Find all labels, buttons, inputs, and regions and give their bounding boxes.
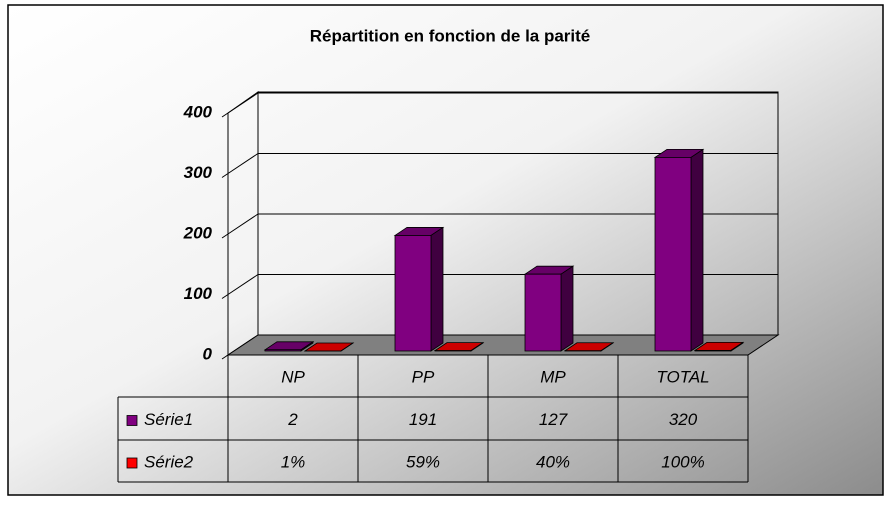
legend-label: Série2 xyxy=(144,452,194,471)
y-tick-label: 300 xyxy=(184,163,213,182)
bar-side xyxy=(431,227,443,351)
x-tick-label: PP xyxy=(412,367,435,386)
legend-label: Série1 xyxy=(144,410,193,429)
table-cell: 100% xyxy=(661,452,704,471)
table-cell: 127 xyxy=(539,410,568,429)
chart-frame xyxy=(8,5,883,495)
table-cell: 1% xyxy=(281,452,306,471)
bar xyxy=(265,350,301,351)
y-tick-label: 200 xyxy=(183,223,213,242)
table-cell: 2 xyxy=(287,410,298,429)
legend-swatch xyxy=(127,416,137,426)
x-tick-label: MP xyxy=(540,367,566,386)
bar xyxy=(525,274,561,351)
legend-swatch xyxy=(127,458,137,468)
bar-side xyxy=(561,266,573,351)
table-cell: 320 xyxy=(669,410,698,429)
table-cell: 191 xyxy=(409,410,437,429)
bar-side xyxy=(691,149,703,351)
x-tick-label: NP xyxy=(281,367,305,386)
bar xyxy=(695,350,731,351)
table-cell: 40% xyxy=(536,452,570,471)
y-tick-label: 0 xyxy=(203,344,213,363)
x-tick-label: TOTAL xyxy=(656,367,709,386)
y-tick-label: 400 xyxy=(183,102,213,121)
bar xyxy=(395,235,431,351)
table-cell: 59% xyxy=(406,452,440,471)
chart-title: Répartition en fonction de la parité xyxy=(310,26,591,45)
y-tick-label: 100 xyxy=(184,284,213,303)
bar xyxy=(655,157,691,351)
